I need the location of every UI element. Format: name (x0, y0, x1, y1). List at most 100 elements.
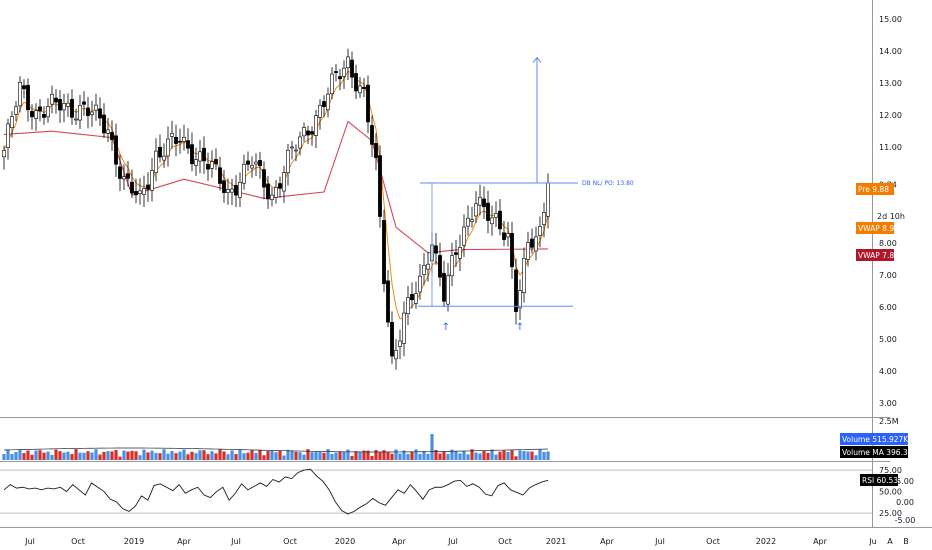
price-tick-label: 6.00 (879, 303, 897, 312)
volume-bar (514, 456, 518, 460)
candle-body (154, 150, 158, 173)
price-tick-label: 8.00 (879, 239, 897, 248)
candle-body (6, 123, 10, 148)
volume-bar (374, 450, 378, 460)
volume-bar (78, 452, 82, 460)
candle-body (34, 110, 38, 119)
candle-body (482, 198, 486, 208)
candle-body (386, 280, 390, 323)
candle-body (198, 151, 202, 162)
candle-body (58, 99, 62, 111)
neckline-label: DB NL/ PO: 13.80 (582, 180, 634, 187)
candle-body (478, 196, 482, 206)
volume-bar (50, 454, 54, 460)
price-tick-label: 3.00 (879, 399, 897, 408)
candle-body (266, 183, 270, 200)
scale-toggle-button[interactable]: A (887, 537, 893, 546)
volume-bar (474, 452, 478, 460)
candle-body (82, 101, 86, 105)
volume-bar (266, 451, 270, 460)
candle-body (410, 294, 414, 300)
price-tag-bg (856, 249, 894, 261)
rsi-secondary-tick: 5.00 (896, 477, 914, 486)
volume-bar (170, 451, 174, 460)
candle-body (66, 102, 70, 107)
candle-body (474, 203, 478, 217)
volume-bar (154, 452, 158, 460)
candle-body (422, 265, 426, 275)
volume-bar (530, 451, 534, 460)
volume-bar (486, 452, 490, 460)
volume-bar (238, 449, 242, 460)
volume-ma-line (3, 447, 549, 453)
volume-bar (282, 455, 286, 460)
candle-body (94, 104, 98, 111)
candle-body (182, 136, 186, 142)
rsi-tag-bg (860, 474, 898, 486)
volume-bar (66, 451, 70, 460)
candle-body (374, 143, 378, 158)
price-tick-label: 12.00 (879, 111, 902, 120)
time-tick-label: Apr (177, 537, 192, 546)
volume-bar (158, 453, 162, 460)
candle-body (234, 184, 238, 196)
volume-bar (82, 452, 86, 460)
volume-bar (142, 449, 146, 460)
price-tick-label: 7.00 (879, 271, 897, 280)
candle-body (378, 155, 382, 217)
volume-bar (38, 450, 42, 460)
volume-bar (462, 451, 466, 460)
candle-body (318, 104, 322, 118)
rsi-tick-label: 25.00 (879, 509, 902, 518)
rsi-tag-label: RSI 60.53 (862, 476, 898, 485)
volume-bar (214, 453, 218, 460)
target-arrowhead (532, 56, 542, 63)
candle-body (310, 131, 314, 135)
volume-bar (310, 452, 314, 460)
bottom-arrow: ↑ (516, 322, 524, 333)
candle-body (346, 56, 350, 68)
volume-bar (278, 450, 282, 460)
time-tick-label: Jul (654, 537, 665, 546)
candle-body (370, 125, 374, 145)
candle-body (334, 71, 338, 73)
price-tag-label: Pre 9.88 (858, 185, 889, 194)
volume-bar (342, 451, 346, 460)
volume-bar (382, 450, 386, 460)
candle-body (518, 290, 522, 309)
time-tick-label: Oct (283, 537, 297, 546)
volume-bar (106, 451, 110, 460)
volume-bar (134, 451, 138, 460)
candle-body (306, 130, 310, 136)
volume-bar (122, 450, 126, 460)
time-tick-label: 2022 (756, 537, 776, 546)
rsi-secondary-tick: -5.00 (895, 516, 916, 525)
rsi-tick-label: 75.00 (879, 466, 902, 475)
volume-bar (222, 451, 226, 460)
volume-tag-label: Volume MA 396.367K (842, 448, 923, 457)
candle-body (538, 226, 542, 236)
volume-bar (306, 449, 310, 460)
candle-body (490, 217, 494, 225)
time-tick-label: Apr (600, 537, 615, 546)
volume-bar (174, 453, 178, 460)
candle-body (210, 161, 214, 169)
price-tick-label: 14.00 (879, 47, 902, 56)
candle-body (26, 84, 30, 111)
volume-bar (250, 450, 254, 460)
candle-body (486, 202, 490, 221)
volume-bar (358, 451, 362, 460)
time-tick-label: 2020 (335, 537, 355, 546)
volume-bar (370, 455, 374, 460)
candle-body (358, 85, 362, 94)
volume-bar (22, 453, 26, 460)
candle-body (42, 114, 46, 118)
volume-bar (542, 452, 546, 460)
candle-body (394, 350, 398, 360)
volume-bar (42, 452, 46, 460)
volume-bar (210, 451, 214, 460)
volume-bar (458, 453, 462, 460)
scale-toggle-button[interactable]: B (903, 537, 909, 546)
time-tick-label: Jul (447, 537, 458, 546)
